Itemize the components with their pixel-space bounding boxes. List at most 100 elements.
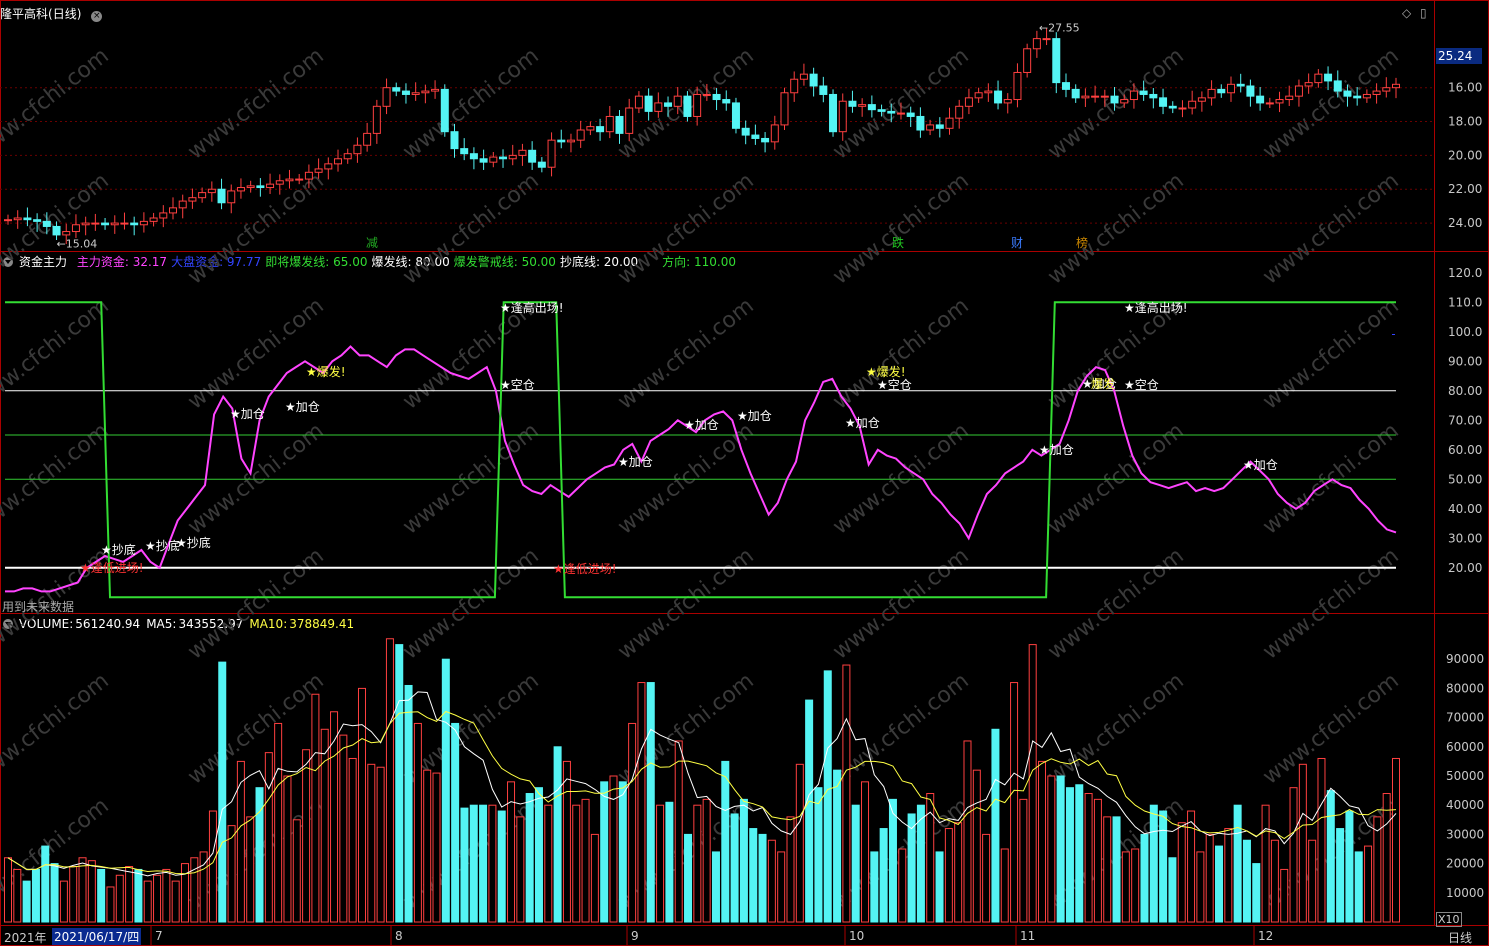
volume-bar	[404, 684, 413, 923]
volume-bar	[944, 828, 953, 923]
volume-bar	[1187, 810, 1196, 923]
candle-body	[790, 78, 799, 94]
candle-body	[634, 95, 643, 109]
candle-body	[139, 220, 148, 226]
watermark-text: www.cfchi.com	[1258, 168, 1403, 289]
period-switch-label[interactable]: 日线	[1448, 931, 1473, 945]
volume-bar	[339, 734, 348, 923]
signal-label: ★抄底	[176, 535, 211, 550]
candle-body	[91, 222, 100, 225]
volume-bar	[581, 798, 590, 923]
volume-bar	[432, 772, 441, 923]
event-marker: 榜	[1076, 235, 1088, 250]
signal-label: ★逢低进场!	[553, 562, 617, 576]
volume-bar	[954, 822, 963, 923]
volume-bar	[311, 693, 320, 923]
watermark-text: www.cfchi.com	[613, 293, 758, 414]
candle-body	[945, 117, 954, 129]
volume-bar	[637, 682, 646, 923]
volume-bar	[50, 863, 59, 923]
candle-body	[1362, 93, 1371, 99]
volume-bar	[1205, 833, 1214, 923]
candle-body	[460, 148, 469, 155]
volume-bar	[171, 880, 180, 923]
x-circle-icon[interactable]: ×	[91, 11, 103, 22]
volume-ma-line	[7, 710, 1397, 875]
volume-bar	[730, 813, 739, 923]
event-marker: 财	[1011, 236, 1023, 250]
candle-body	[693, 93, 702, 117]
volume-bar	[153, 874, 162, 923]
indicator-title-bar: 资金主力 主力资金: 32.17 大盘资金: 97.77 即将爆发线: 65.00 爆…	[0, 254, 740, 270]
watermark-text: www.cfchi.com	[828, 543, 973, 664]
volume-bar	[1317, 757, 1326, 923]
indicator-axis-tick: 70.00	[1448, 413, 1482, 427]
volume-bar	[395, 644, 404, 923]
volume-bar	[180, 863, 189, 923]
diamond-icon[interactable]: ◇	[1402, 6, 1412, 20]
candle-body	[130, 222, 139, 226]
candle-body	[392, 87, 401, 92]
volume-bar	[115, 874, 124, 923]
selected-date-label[interactable]: 2021/06/17/四	[52, 928, 142, 945]
chevron-down-icon[interactable]	[3, 257, 13, 267]
candle-body	[984, 90, 993, 94]
candle-body	[518, 149, 527, 156]
volume-bar	[1280, 868, 1289, 923]
volume-bar	[879, 828, 888, 923]
volume-bar	[469, 804, 478, 923]
candle-body	[896, 112, 905, 115]
ma5-value: 343552.97	[178, 617, 244, 631]
volume-bar	[982, 833, 991, 923]
volume-bar	[1112, 816, 1121, 923]
volume-bar	[357, 687, 366, 923]
volume-bar	[805, 699, 814, 923]
volume-bar	[628, 722, 637, 923]
candle-body	[537, 161, 546, 168]
candle-body	[1052, 38, 1061, 84]
volume-bar	[1010, 682, 1019, 923]
candle-body	[576, 129, 585, 141]
candle-body	[722, 99, 731, 104]
indicator-series-line	[5, 301, 1396, 599]
price-axis-tick: 24.00	[1448, 216, 1482, 230]
candle-body	[33, 219, 42, 222]
signal-label: ★抄底	[101, 542, 136, 557]
volume-bar	[1289, 787, 1298, 923]
candle-body	[363, 132, 372, 146]
candle-body	[838, 100, 847, 133]
candle-body	[1226, 83, 1235, 94]
candle-body	[169, 207, 178, 214]
volume-bar	[199, 851, 208, 923]
watermark-text: www.cfchi.com	[398, 43, 543, 164]
candle-body	[770, 124, 779, 143]
candle-body	[295, 178, 304, 181]
volume-bar	[413, 722, 422, 923]
candle-body	[625, 107, 634, 134]
current-price-tag: 25.24	[1436, 48, 1482, 64]
volume-bar	[283, 775, 292, 923]
indicator-name: 资金主力	[19, 255, 68, 269]
signal-label: ★爆发!	[306, 364, 346, 379]
candle-body	[809, 73, 818, 87]
candle-body	[751, 134, 760, 139]
month-label: 10	[849, 929, 864, 943]
watermark-text: www.cfchi.com	[1258, 668, 1403, 789]
volume-bar	[972, 769, 981, 923]
candle-body	[1003, 99, 1012, 104]
restore-window-icon[interactable]: ▯	[1420, 6, 1427, 20]
volume-bar	[926, 793, 935, 923]
candle-body	[1071, 88, 1080, 99]
volume-bar	[246, 816, 255, 923]
watermark-text: www.cfchi.com	[1258, 43, 1403, 164]
candle-body	[479, 158, 488, 163]
candle-body	[81, 222, 90, 226]
volume-bar	[916, 804, 925, 923]
volume-bar	[963, 740, 972, 923]
chevron-down-icon[interactable]	[3, 619, 13, 629]
volume-bar	[134, 868, 143, 923]
candle-body	[1265, 102, 1274, 105]
candle-body	[1304, 82, 1313, 87]
candle-body	[1120, 99, 1129, 104]
month-label: 12	[1258, 929, 1273, 943]
